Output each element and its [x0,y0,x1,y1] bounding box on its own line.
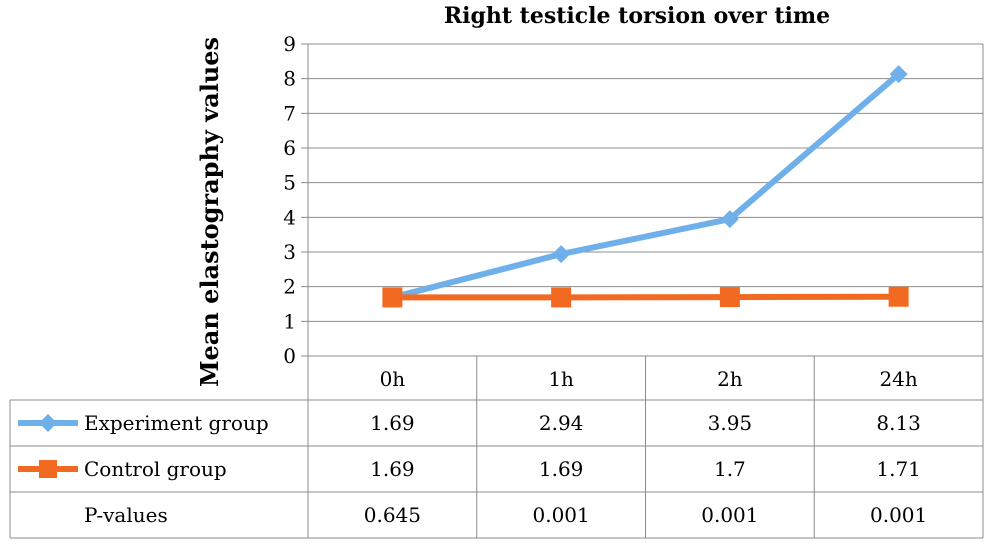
y-tick-label-7: 7 [283,101,296,125]
x-category-label-2h: 2h [717,367,743,391]
y-tick-label-4: 4 [283,205,296,229]
table-cell-value: 1.69 [539,457,584,481]
table-cell-value: 1.7 [714,457,746,481]
chart-title: Right testicle torsion over time [444,3,830,29]
row-label: P-values [84,503,168,527]
table-cell-value: 0.645 [364,503,421,527]
series-line-control-group [392,293,899,301]
y-tick-label-6: 6 [283,136,296,160]
data-point-experiment-group-2h [720,210,739,229]
table-cell-value: 3.95 [708,411,753,435]
table-cell-value: 0.001 [701,503,758,527]
series-line-experiment-group [391,71,901,301]
y-axis-label: Mean elastography values [195,37,224,387]
legend-label: Experiment group [84,411,269,435]
table-cell-value: 1.69 [370,457,415,481]
gridlines [301,43,984,357]
data-point-control-group-24h [888,286,909,307]
y-tick-label-2: 2 [283,275,296,299]
x-category-label-24h: 24h [879,367,917,391]
y-tick-label-8: 8 [283,67,296,91]
x-category-label-0h: 0h [380,367,406,391]
data-point-control-group-1h [551,287,572,308]
table-cell-value: 1.69 [370,411,415,435]
table-row: Control group 1.69 1.69 1.7 1.71 [18,457,921,481]
y-tick-label-3: 3 [283,240,296,264]
data-point-control-group-2h [719,287,740,308]
data-point-experiment-group-24h [889,65,908,84]
table-cell-value: 2.94 [539,411,584,435]
table-cell-value: 0.001 [870,503,927,527]
y-tick-label-5: 5 [283,171,296,195]
legend-label: Control group [84,457,227,481]
table-cell-value: 8.13 [876,411,921,435]
data-table: 0h 1h 2h 24h Experiment group 1.69 2.94 3.95 8.1… [9,355,984,539]
table-cell-value: 0.001 [532,503,589,527]
table-row: Experiment group 1.69 2.94 3.95 8.13 [18,411,921,435]
legend-marker-square [39,460,57,478]
table-cell-value: 1.71 [876,457,921,481]
x-category-label-1h: 1h [548,367,574,391]
data-point-experiment-group-1h [552,245,571,264]
data-point-control-group-0h [382,287,403,308]
y-tick-labels: 0 1 2 3 4 5 6 7 8 9 [283,32,296,368]
y-tick-label-9: 9 [283,32,296,56]
y-tick-label-0: 0 [283,344,296,368]
y-tick-label-1: 1 [283,309,296,333]
series-lines [382,65,909,308]
legend-marker-diamond [39,414,57,432]
table-row: P-values 0.645 0.001 0.001 0.001 [84,503,927,527]
